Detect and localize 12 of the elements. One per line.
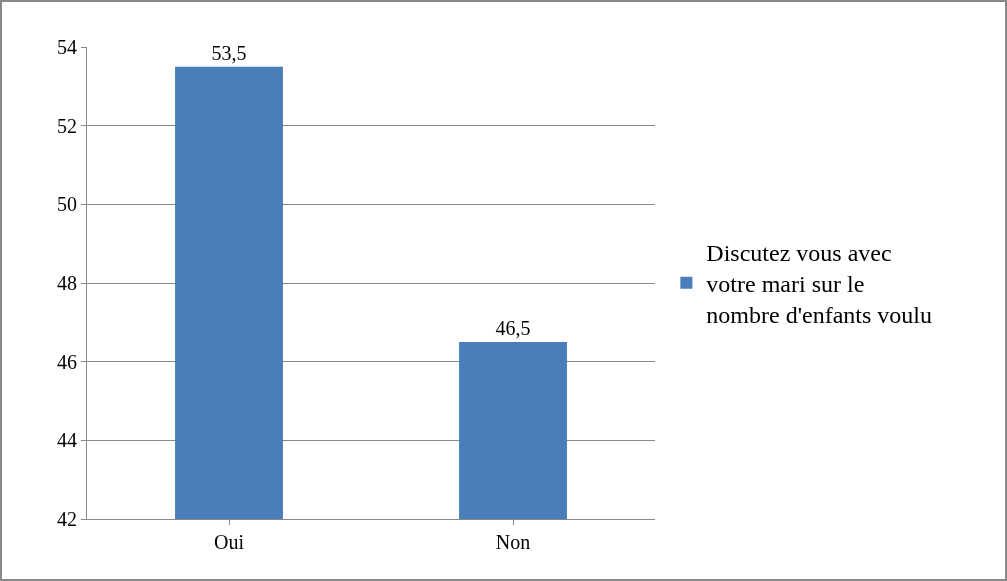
x-tick-label: Non	[495, 531, 531, 553]
x-tick-label: Oui	[214, 531, 245, 553]
y-tick-label: 50	[57, 193, 77, 216]
y-tick-label: 54	[57, 36, 77, 58]
data-label: 53,5	[211, 41, 247, 64]
legend-label: Discutez vous avec votre mari sur le nombre d'enfants voulu	[706, 239, 932, 329]
y-tick-label: 42	[57, 508, 77, 530]
y-tick-label: 44	[57, 429, 77, 452]
y-tick-label: 46	[57, 350, 77, 373]
data-label: 46,5	[495, 317, 531, 339]
y-tick-label: 52	[57, 114, 77, 137]
y-tick-label: 48	[57, 272, 77, 294]
